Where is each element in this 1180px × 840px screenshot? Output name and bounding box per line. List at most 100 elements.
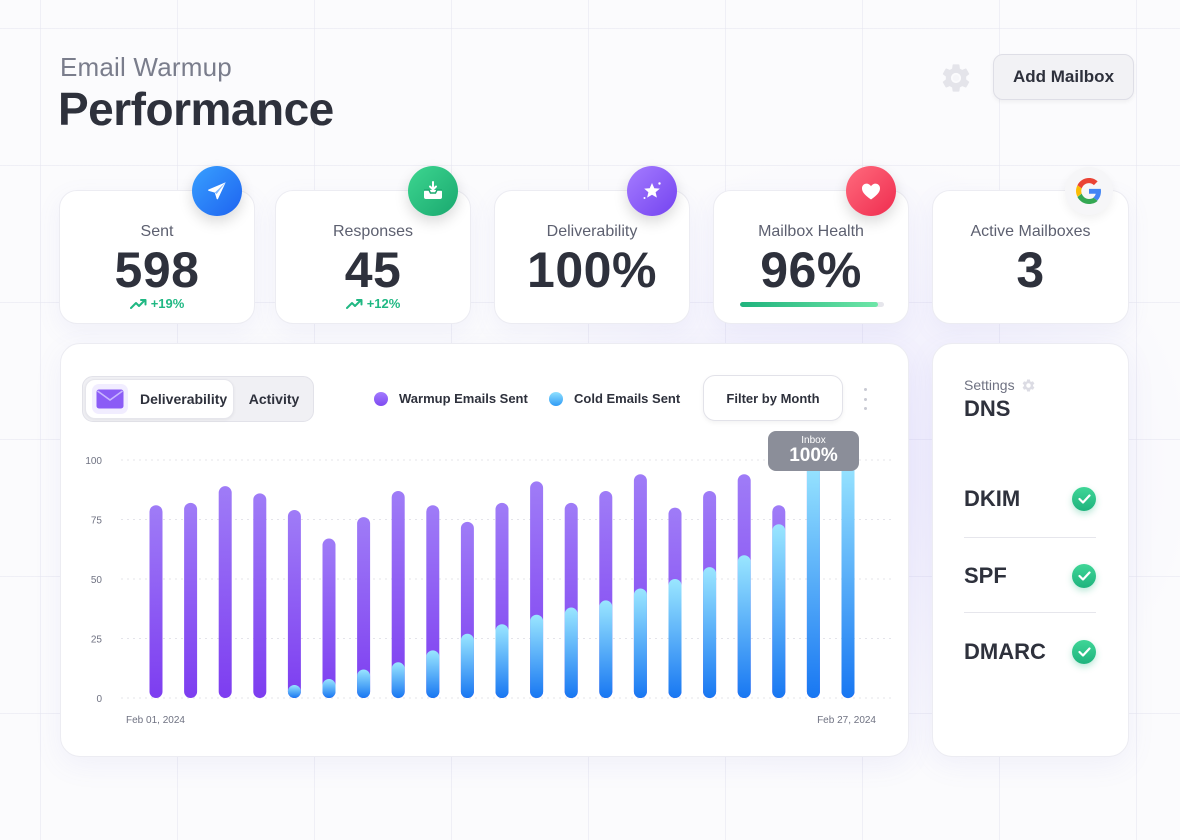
stat-card-active-mailboxes: Active Mailboxes 3 xyxy=(932,167,1129,324)
stat-change-text: +19% xyxy=(150,296,185,311)
stat-value: 100% xyxy=(527,242,657,298)
stat-value: 96% xyxy=(760,242,862,298)
cold-bar xyxy=(322,678,336,698)
cold-bar xyxy=(530,614,544,698)
warmup-bar xyxy=(218,486,232,698)
check-circle-icon xyxy=(1072,640,1096,664)
dns-settings-link[interactable]: Settings xyxy=(964,377,1036,393)
cold-bar xyxy=(287,685,301,698)
stat-label: Sent xyxy=(140,223,174,240)
cold-bar xyxy=(460,633,474,698)
more-options-button[interactable] xyxy=(857,388,873,410)
tooltip-label: Inbox xyxy=(801,435,826,446)
legend-warmup: Warmup Emails Sent xyxy=(374,391,528,406)
cold-bar xyxy=(668,579,682,698)
tab-deliverability[interactable]: Deliverability xyxy=(85,379,234,419)
dns-record-label: SPF xyxy=(964,563,1007,588)
envelope-tile xyxy=(92,384,128,414)
gear-icon xyxy=(942,64,970,92)
cold-bar xyxy=(599,600,613,698)
cold-bar xyxy=(806,460,820,698)
page-title: Performance xyxy=(58,83,334,135)
stat-change: +19% xyxy=(60,296,254,311)
tab-activity[interactable]: Activity xyxy=(248,391,300,407)
cold-bar xyxy=(426,650,440,698)
stat-label: Responses xyxy=(332,223,414,240)
dns-record-dmarc: DMARC xyxy=(964,632,1096,672)
dns-divider xyxy=(964,537,1096,538)
inbox-badge xyxy=(408,166,458,216)
legend-cold-label: Cold Emails Sent xyxy=(574,391,681,406)
dns-record-label: DMARC xyxy=(964,639,1046,664)
stat-card-sent: Sent 598 +19% xyxy=(59,166,255,324)
star-icon xyxy=(643,182,661,199)
stat-value: 3 xyxy=(1016,242,1045,298)
tab-deliverability-label: Deliverability xyxy=(140,391,228,407)
warmup-bar xyxy=(357,517,371,698)
cold-bar xyxy=(841,460,855,698)
envelope-icon xyxy=(96,389,124,409)
cold-bar xyxy=(564,607,578,698)
warmup-bar xyxy=(391,490,405,698)
cold-bar xyxy=(633,588,647,698)
legend-cold-dot xyxy=(549,391,563,406)
check-circle-icon xyxy=(1072,564,1096,588)
warmup-bar xyxy=(287,509,301,698)
cold-bar xyxy=(703,567,717,698)
stat-change: +12% xyxy=(276,296,470,311)
stat-value: 598 xyxy=(114,242,200,298)
dns-card: Settings DNS DKIM SPF DMARC xyxy=(932,343,1129,757)
view-toggle: Deliverability Activity xyxy=(82,376,314,422)
warmup-bar xyxy=(184,502,198,698)
legend-cold: Cold Emails Sent xyxy=(549,391,680,406)
tooltip-value: 100% xyxy=(789,445,838,466)
heart-badge xyxy=(846,166,896,216)
stat-card-responses: Responses 45 +12% xyxy=(275,166,471,324)
warmup-bar xyxy=(149,505,163,698)
heart-icon xyxy=(862,183,880,200)
warmup-bar xyxy=(253,493,267,698)
y-tick-label: 0 xyxy=(96,694,102,705)
kebab-dot xyxy=(863,407,867,410)
cold-bar xyxy=(357,669,371,698)
deliverability-chart: 0 25 50 75 100 Feb 01, 2024 Feb 27, 2024 xyxy=(85,456,893,726)
dns-record-label: DKIM xyxy=(964,486,1021,511)
trend-up-icon xyxy=(345,298,363,309)
health-bar-fill xyxy=(740,302,879,307)
dns-title: DNS xyxy=(964,396,1011,421)
add-mailbox-button[interactable]: Add Mailbox xyxy=(993,54,1134,100)
chart-card: Deliverability Activity Warmup Emails Se… xyxy=(60,343,909,757)
kebab-dot xyxy=(863,397,867,401)
kebab-dot xyxy=(863,388,867,391)
inbox-tooltip: Inbox 100% xyxy=(768,431,859,471)
small-gear-icon xyxy=(1022,378,1034,391)
legend-warmup-dot xyxy=(374,391,388,406)
y-tick-label: 50 xyxy=(91,575,103,586)
x-end-label: Feb 27, 2024 xyxy=(817,715,876,726)
page-subtitle: Email Warmup xyxy=(60,52,232,82)
dns-divider xyxy=(964,612,1096,613)
google-icon xyxy=(1076,178,1101,204)
warmup-bar xyxy=(322,538,336,698)
send-icon xyxy=(208,182,226,200)
cold-bar xyxy=(772,524,786,698)
warmup-bar xyxy=(426,505,440,698)
trend-up-icon xyxy=(129,298,147,309)
stat-label: Deliverability xyxy=(546,223,638,240)
inbox-icon xyxy=(424,181,442,199)
filter-by-month-button[interactable]: Filter by Month xyxy=(703,375,843,421)
health-bar xyxy=(740,302,884,307)
stat-card-mailbox-health: Mailbox Health 96% xyxy=(713,166,909,324)
legend-warmup-label: Warmup Emails Sent xyxy=(399,391,528,406)
send-badge xyxy=(192,166,242,216)
dns-record-dkim: DKIM xyxy=(964,479,1096,519)
star-badge xyxy=(627,166,677,216)
y-tick-label: 75 xyxy=(91,516,103,527)
settings-button[interactable] xyxy=(938,60,974,96)
dns-settings-label: Settings xyxy=(964,377,1015,393)
stat-label: Mailbox Health xyxy=(758,223,864,240)
google-badge xyxy=(1065,167,1113,215)
stat-change-text: +12% xyxy=(366,296,401,311)
check-circle-icon xyxy=(1072,487,1096,511)
x-start-label: Feb 01, 2024 xyxy=(126,715,185,726)
